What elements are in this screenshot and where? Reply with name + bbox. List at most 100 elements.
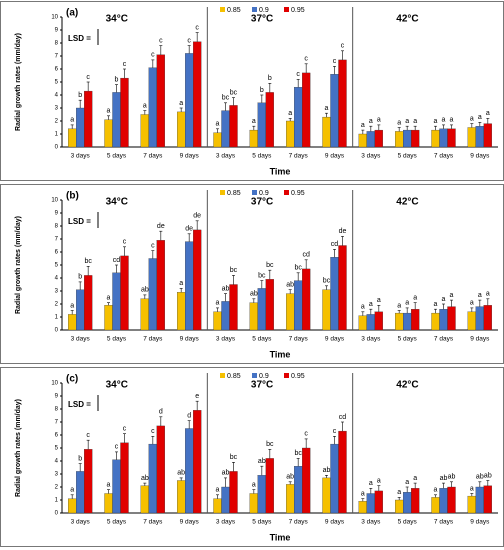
bar (265, 458, 274, 514)
group-label: 42°C (396, 197, 418, 208)
significance-letter: d (187, 413, 191, 420)
y-tick-label: 5 (55, 446, 59, 452)
bar (112, 459, 121, 514)
significance-letter: b (268, 75, 272, 82)
significance-letter: ab (141, 475, 149, 482)
y-tick-label: 3 (55, 289, 59, 295)
significance-letter: a (252, 118, 256, 125)
bar (431, 312, 440, 331)
bar (84, 275, 93, 331)
bar (104, 305, 113, 331)
x-tick-label: 7 days (289, 153, 309, 160)
significance-letter: a (325, 105, 329, 112)
significance-letter: c (123, 239, 127, 246)
significance-letter: a (361, 304, 365, 311)
bar (185, 53, 194, 148)
significance-letter: a (470, 485, 474, 492)
panel: (c) Radial growth rates (mm/day) Time LSD =… (0, 367, 504, 547)
y-tick-label: 9 (55, 211, 59, 217)
panel: (a) Radial growth rates (mm/day) Time LSD =… (0, 1, 504, 181)
group-label: 34°C (106, 14, 128, 25)
bar (177, 292, 186, 331)
bar (483, 123, 492, 148)
legend-label: 0.95 (291, 190, 305, 197)
x-tick-label: 7 days (143, 336, 163, 343)
x-tick-label: 9 days (325, 336, 345, 343)
y-tick-label: 1 (55, 498, 59, 504)
significance-letter: a (442, 117, 446, 124)
bar (76, 289, 85, 331)
legend-swatch (220, 190, 225, 195)
x-axis-label: Time (270, 532, 291, 542)
significance-letter: a (107, 481, 111, 488)
significance-letter: bc (294, 265, 302, 272)
x-tick-label: 5 days (252, 519, 272, 526)
significance-letter: a (486, 291, 490, 298)
legend-label: 0.85 (227, 373, 241, 380)
bar (193, 410, 202, 514)
significance-letter: a (369, 118, 373, 125)
significance-letter: a (107, 295, 111, 302)
legend-swatch (284, 373, 289, 378)
bar (249, 129, 258, 148)
bar (447, 306, 456, 331)
significance-letter: a (397, 489, 401, 496)
significance-letter: ab (476, 474, 484, 481)
x-tick-label: 5 days (398, 336, 418, 343)
bar (483, 485, 492, 514)
bar (447, 128, 456, 148)
bar (185, 241, 194, 331)
bar (140, 114, 149, 148)
x-tick-label: 5 days (398, 519, 418, 526)
bar (330, 443, 339, 514)
x-tick-label: 5 days (107, 153, 127, 160)
x-tick-label: 5 days (252, 336, 272, 343)
bar (338, 245, 347, 331)
significance-letter: a (252, 481, 256, 488)
legend-swatch (252, 7, 257, 12)
bar (483, 305, 492, 331)
y-tick-label: 9 (55, 394, 59, 400)
y-tick-label: 8 (55, 224, 59, 230)
y-tick-label: 2 (55, 485, 59, 491)
bar (411, 488, 420, 514)
significance-letter: bc (266, 262, 274, 269)
bar (148, 67, 157, 148)
y-tick-label: 6 (55, 433, 59, 439)
bar (249, 302, 258, 331)
lsd-label: LSD = (68, 400, 91, 409)
bar (112, 92, 121, 148)
y-tick-label: 3 (55, 106, 59, 112)
significance-letter: c (304, 431, 308, 438)
x-tick-label: 7 days (143, 519, 163, 526)
bar (140, 485, 149, 514)
legend-label: 0.85 (227, 190, 241, 197)
y-tick-label: 8 (55, 41, 59, 47)
x-tick-label: 7 days (143, 153, 163, 160)
significance-letter: a (70, 487, 74, 494)
bar (374, 129, 383, 148)
bar (84, 90, 93, 148)
significance-letter: b (115, 76, 119, 83)
bar (358, 133, 367, 148)
x-axis-label: Time (270, 166, 291, 176)
group-label: 42°C (396, 14, 418, 25)
significance-letter: ab (323, 467, 331, 474)
legend-label: 0.95 (291, 373, 305, 380)
lsd-label: LSD = (68, 34, 91, 43)
bar (221, 110, 230, 148)
legend-swatch (252, 190, 257, 195)
significance-letter: a (434, 118, 438, 125)
y-tick-label: 8 (55, 407, 59, 413)
bar (447, 486, 456, 514)
significance-letter: a (470, 115, 474, 122)
significance-letter: a (478, 114, 482, 121)
bar (221, 301, 230, 331)
bar (265, 92, 274, 148)
bar (475, 126, 484, 148)
bar (411, 129, 420, 148)
significance-letter: bc (222, 95, 230, 102)
significance-letter: b (78, 455, 82, 462)
x-tick-label: 3 days (71, 336, 91, 343)
